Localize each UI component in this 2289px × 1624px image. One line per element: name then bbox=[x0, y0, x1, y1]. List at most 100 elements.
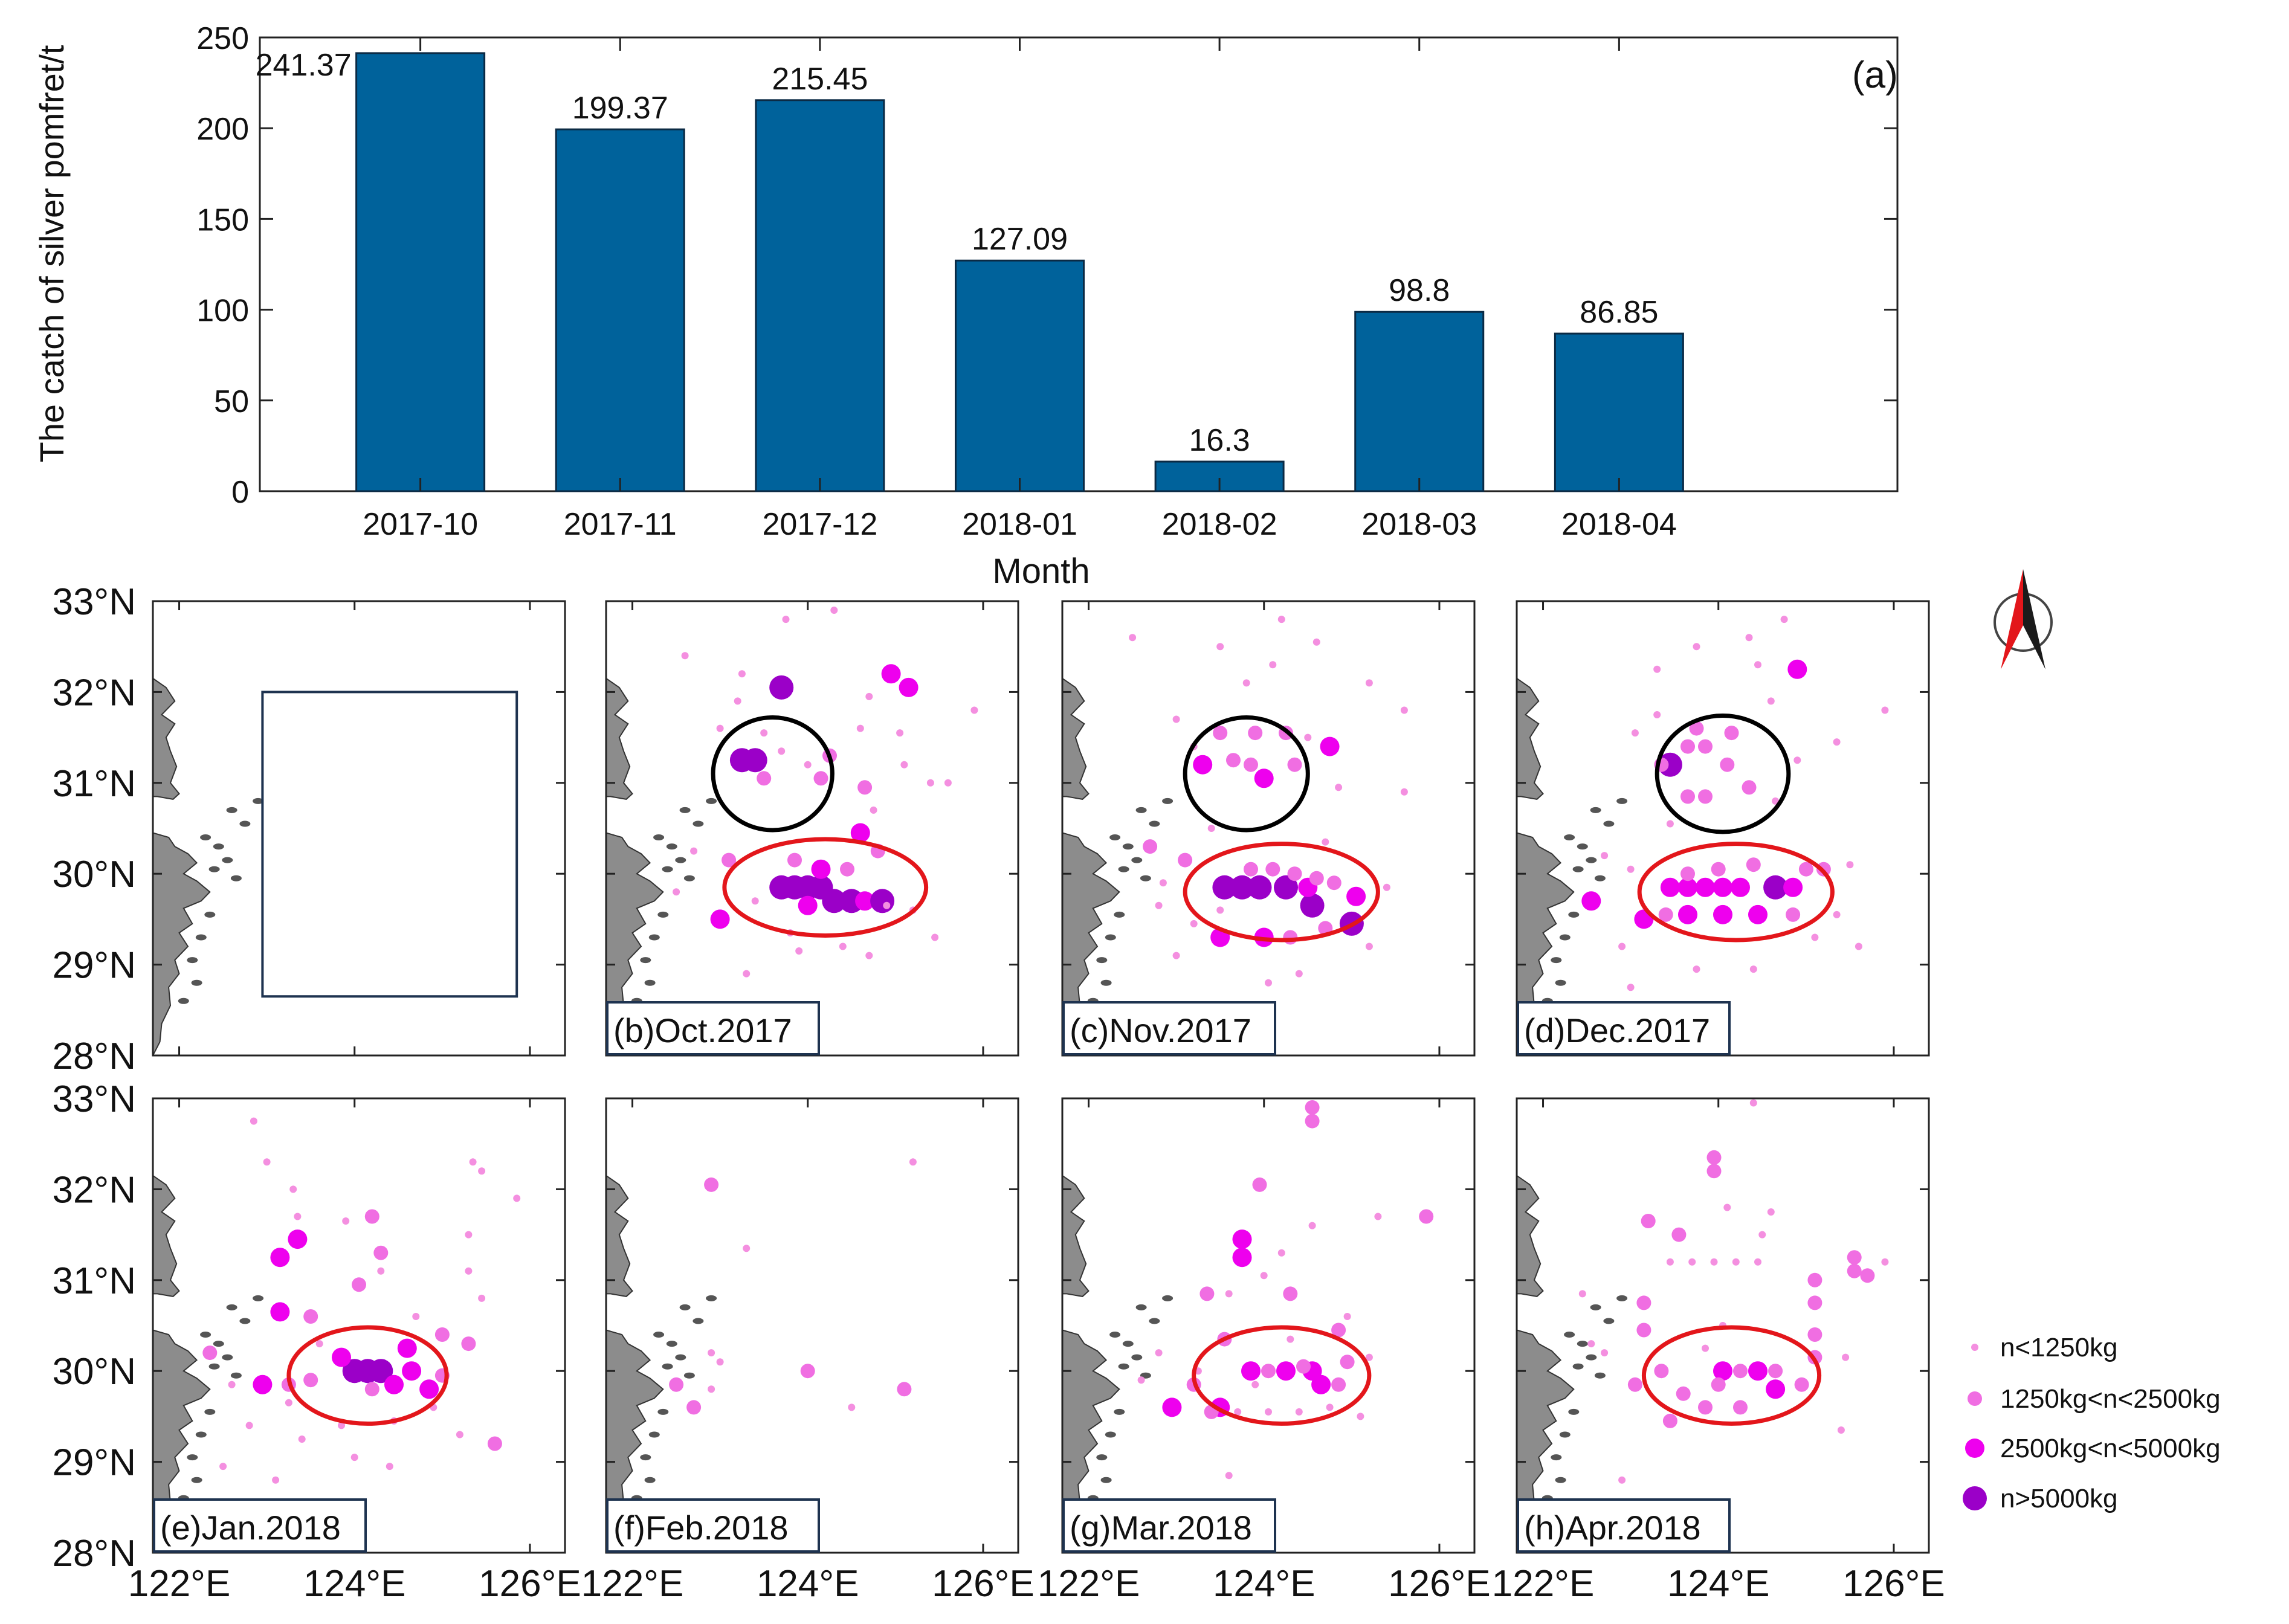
catch-point bbox=[782, 616, 790, 624]
island bbox=[1551, 1454, 1562, 1461]
catch-point bbox=[1365, 679, 1373, 687]
catch-point bbox=[1702, 1344, 1709, 1352]
catch-point bbox=[1312, 638, 1320, 646]
catch-point bbox=[1807, 1295, 1822, 1310]
catch-point bbox=[686, 1400, 702, 1415]
catch-point bbox=[1340, 1355, 1355, 1370]
catch-point bbox=[1748, 1361, 1768, 1381]
island bbox=[1100, 979, 1112, 986]
island bbox=[1096, 1454, 1108, 1461]
catch-point bbox=[1860, 1268, 1875, 1283]
catch-point bbox=[1305, 1100, 1320, 1115]
catch-point bbox=[1155, 1349, 1163, 1357]
x-tick-label: 2018-01 bbox=[962, 507, 1077, 542]
map-frame bbox=[152, 600, 566, 1057]
catch-point bbox=[285, 1399, 292, 1406]
map-panel-content bbox=[153, 677, 518, 1055]
catch-point bbox=[1794, 1377, 1809, 1392]
island bbox=[1572, 866, 1584, 872]
map-frame bbox=[605, 1097, 1019, 1554]
catch-point bbox=[1842, 1353, 1850, 1361]
catch-point bbox=[1798, 862, 1813, 877]
catch-point bbox=[1335, 784, 1343, 791]
catch-point bbox=[228, 1381, 236, 1388]
lat-tick-label: 33°N bbox=[52, 581, 136, 623]
catch-point bbox=[751, 897, 759, 905]
catch-point bbox=[669, 1377, 684, 1392]
catch-point bbox=[1678, 904, 1697, 924]
island bbox=[1555, 979, 1566, 986]
catch-point bbox=[1653, 711, 1661, 718]
bar-y-axis-title: The catch of silver pomfret/t bbox=[33, 45, 71, 462]
catch-point bbox=[332, 1347, 351, 1367]
catch-point bbox=[1713, 1361, 1732, 1381]
catch-point bbox=[970, 706, 978, 714]
catch-point bbox=[1807, 1272, 1822, 1287]
catch-point bbox=[1320, 736, 1340, 756]
island bbox=[693, 1318, 704, 1324]
catch-point bbox=[1846, 861, 1854, 869]
lat-tick-label: 31°N bbox=[52, 1260, 136, 1302]
catch-point bbox=[1322, 838, 1329, 846]
catch-point bbox=[465, 1267, 473, 1275]
bar-value-label: 86.85 bbox=[1580, 295, 1658, 330]
map-panel-content bbox=[606, 1158, 917, 1553]
catch-point bbox=[1309, 871, 1324, 886]
panel-label-box bbox=[606, 1498, 820, 1553]
catch-point bbox=[350, 1454, 358, 1461]
catch-point bbox=[900, 761, 908, 768]
island bbox=[640, 1454, 651, 1461]
catch-point bbox=[315, 1340, 323, 1348]
catch-point bbox=[1693, 965, 1700, 973]
catch-point bbox=[397, 1338, 417, 1358]
map-panel-d: (d)Dec.2017 bbox=[1516, 600, 1930, 1057]
island bbox=[1586, 857, 1597, 863]
island bbox=[226, 1304, 237, 1310]
island bbox=[200, 1332, 211, 1338]
island bbox=[648, 934, 660, 941]
panel-label: (b)Oct.2017 bbox=[613, 1011, 792, 1049]
catch-point bbox=[1212, 875, 1237, 900]
catch-point bbox=[813, 771, 828, 786]
island bbox=[226, 807, 237, 813]
catch-point bbox=[1283, 1286, 1298, 1301]
lon-tick-label: 126°E bbox=[932, 1563, 1035, 1605]
catch-point bbox=[881, 664, 901, 684]
panel-label-box bbox=[153, 1498, 367, 1553]
x-tick-label: 2018-04 bbox=[1561, 507, 1677, 542]
map-panel-content bbox=[1062, 616, 1408, 1055]
catch-point bbox=[865, 692, 873, 700]
highlight-ellipse bbox=[1637, 842, 1835, 942]
catch-point bbox=[270, 1248, 290, 1268]
catch-point bbox=[1733, 1364, 1748, 1379]
catch-point bbox=[1766, 1379, 1786, 1399]
panel-label: (e)Jan.2018 bbox=[160, 1509, 341, 1547]
island bbox=[1122, 1341, 1134, 1347]
catch-point bbox=[1783, 877, 1803, 897]
island bbox=[1100, 1477, 1112, 1483]
catch-point bbox=[734, 697, 741, 705]
y-tick-label: 250 bbox=[196, 21, 249, 56]
catch-point bbox=[1636, 1295, 1651, 1310]
catch-point bbox=[1419, 1209, 1434, 1224]
island bbox=[178, 997, 189, 1004]
catch-point bbox=[1305, 1113, 1320, 1129]
bar-series: 2017-10 241.37 2017-11 199.37 2017-12 215.45 2… bbox=[256, 37, 1684, 542]
island bbox=[1162, 1295, 1174, 1301]
catch-point bbox=[263, 1158, 271, 1166]
island bbox=[1140, 875, 1151, 881]
island bbox=[693, 820, 704, 827]
catch-point bbox=[1252, 1177, 1267, 1192]
catch-point bbox=[822, 889, 847, 914]
highlight-ellipse bbox=[711, 715, 835, 833]
lat-tick-label: 29°N bbox=[52, 945, 136, 987]
island bbox=[1114, 911, 1125, 918]
x-tick-label: 2017-12 bbox=[762, 507, 877, 542]
catch-point bbox=[1847, 1250, 1862, 1265]
y-tick-label: 100 bbox=[196, 294, 249, 329]
lon-tick-label: 122°E bbox=[1038, 1563, 1140, 1605]
coast-land bbox=[1062, 1174, 1090, 1297]
lat-tick-label: 33°N bbox=[52, 1078, 136, 1120]
island bbox=[1109, 834, 1121, 840]
catch-point bbox=[1244, 862, 1258, 877]
